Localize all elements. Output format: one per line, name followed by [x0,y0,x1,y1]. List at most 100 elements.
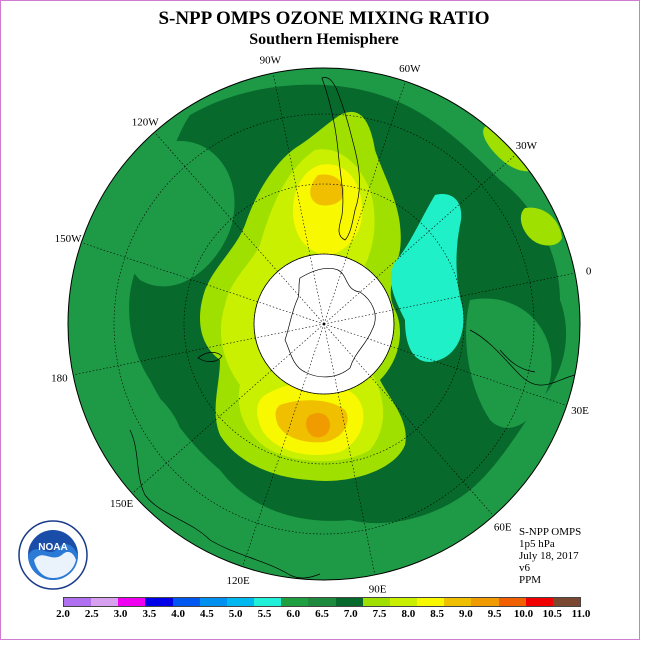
meridian-line [73,337,256,376]
info-date: July 18, 2017 [519,550,579,562]
longitude-label-120e: 120E [227,575,251,587]
meridian-lines [73,73,575,575]
longitude-label-150e: 150E [110,498,134,510]
longitude-label-60w: 60W [399,63,421,75]
longitude-label-120w: 120W [132,117,160,129]
longitude-label-150w: 150W [55,233,83,245]
meridian-line [337,392,376,575]
noaa-logo-text: NOAA [38,542,67,553]
meridian-line [131,370,272,494]
longitude-label-90e: 90E [369,584,387,596]
colorbar-cell [335,598,363,606]
colorbar-tick-label: 5.0 [228,608,243,620]
colorbar-cell [226,598,255,606]
colorbar-cell [91,598,119,606]
meridian-line-inner [323,323,371,377]
coastline-south-america [321,77,360,241]
colorbar-cell [417,598,445,606]
graticule [73,73,575,575]
info-units: PPM [519,574,542,586]
ozone-contour-gold [310,174,345,206]
noaa-logo: NOAA [18,520,88,590]
colorbar-tick-label: 10.5 [542,608,562,620]
meridian-line-inner [301,323,325,391]
colorbar-tick-label: 2.5 [84,608,99,620]
meridian-line-inner [255,323,325,339]
meridian-line [392,272,575,311]
meridian-line-inner [323,323,339,393]
colorbar-tick-label: 8.5 [430,608,444,620]
colorbar-tick-label: 10.0 [513,608,534,620]
meridian-line [154,131,278,272]
ozone-contour-yellow-green-e [520,207,562,246]
product-info: S-NPP OMPS 1p5 hPa July 18, 2017 v6 PPM [519,526,581,586]
colorbar-cell [64,598,92,606]
meridian-line-inner [323,257,347,325]
colorbar-tick-label: 2.0 [56,608,70,620]
longitude-labels: 90W 60W 30W 0 30E 60E 90E 120E 150E 180 150W 120W [51,54,592,595]
ozone-contour-mid-green [121,141,235,287]
colorbar-tick-label: 6.5 [315,608,329,620]
meridian-line-inner [323,309,393,325]
colorbar-cell [525,598,553,606]
latitude-circle-50s [113,113,535,535]
colorbar-tick-label: 8.0 [401,608,416,620]
ozone-contour-yellow [292,164,363,255]
meridian-line-inner [257,301,325,325]
colorbar-tick-label: 4.5 [200,608,214,620]
colorbar-tick-label: 9.5 [487,608,502,620]
longitude-label-180: 180 [51,373,68,385]
colorbar-tick-label: 4.0 [171,608,185,620]
colorbar-tick-label: 9.0 [459,608,473,620]
ozone-contour-aquamarine [390,194,464,362]
colorbar-tick-label: 6.0 [286,608,301,620]
meridian-line-inner [277,271,325,325]
colorbar-cell [308,598,336,606]
colorbar-cell [498,598,526,606]
meridian-line-inner [271,323,325,371]
figure-title: S-NPP OMPS OZONE MIXING RATIO [158,8,490,29]
info-pressure-level: 1p5 hPa [519,538,555,550]
coastline-antarctica [284,267,376,378]
map-border [67,67,581,581]
meridian-line-inner [323,323,391,347]
figure-subtitle: Southern Hemisphere [249,31,399,48]
colorbar-cell [199,598,227,606]
coastline-africa [469,329,576,386]
meridian-line [390,345,567,406]
latitude-circle-70s [253,253,395,395]
colorbar [63,597,581,607]
colorbar-cell [254,598,282,606]
meridian-line [370,376,494,517]
meridian-line [376,154,517,278]
colorbar-cell [145,598,173,606]
meridian-line-inner [323,277,377,325]
coastline-new-zealand [197,352,223,362]
colorbar-cell [362,598,390,606]
colorbar-tick-label: 3.0 [113,608,128,620]
info-satellite: S-NPP OMPS [519,526,582,538]
colorbar-cell [172,598,200,606]
colorbar-cell [389,598,418,606]
colorbar-cell [444,598,472,606]
coastline-australia [129,429,321,579]
meridian-line [272,73,311,256]
ozone-contour-orange [306,413,330,438]
colorbar-tick-label: 7.5 [372,608,387,620]
colorbar-cell [118,598,146,606]
longitude-label-0: 0 [586,265,592,277]
figure-frame [0,0,640,640]
meridian-line [81,242,258,303]
meridian-line [345,81,406,258]
coastlines [129,77,576,579]
longitude-label-60e: 60E [494,521,512,533]
colorbar-tick-label: 5.5 [257,608,272,620]
longitude-label-30w: 30W [516,140,538,152]
meridian-line [242,390,303,567]
colorbar-cell [471,598,499,606]
colorbar-tick-label: 7.0 [343,608,358,620]
longitude-label-30e: 30E [571,405,589,417]
colorbar-labels: 2.0 2.5 3.0 3.5 4.0 4.5 5.0 5.5 6.0 6.5 7.0 7.5 8.0 8… [50,608,595,622]
colorbar-cell [281,598,309,606]
